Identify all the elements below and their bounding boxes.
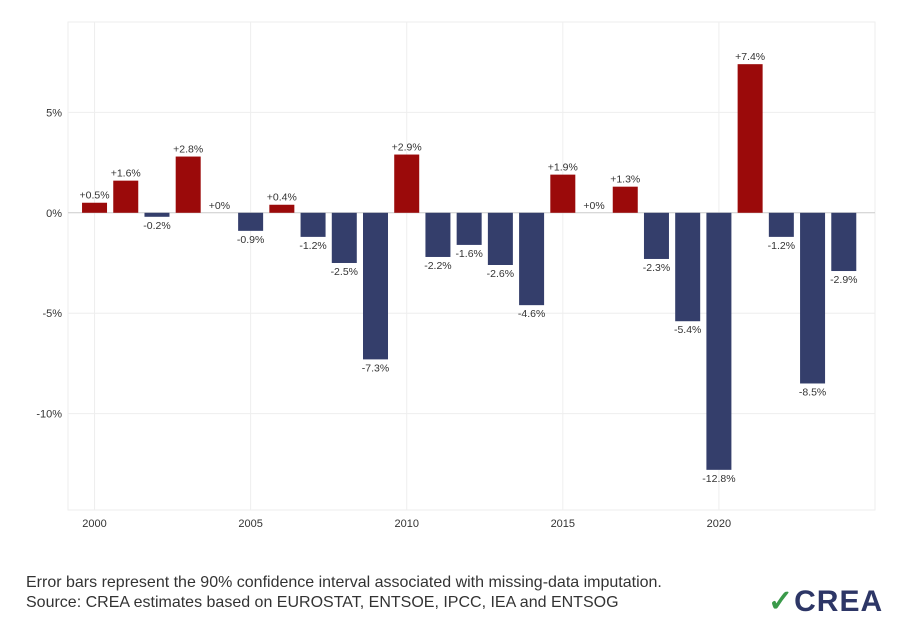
bar <box>737 64 763 213</box>
bar <box>238 212 264 231</box>
y-tick-label: -10% <box>36 409 62 421</box>
bar <box>269 204 295 213</box>
data-label: +1.3% <box>610 174 640 186</box>
data-label: +2.9% <box>392 142 422 154</box>
bar <box>425 212 451 257</box>
data-label: -12.8% <box>702 473 735 485</box>
bar <box>175 156 201 213</box>
bar <box>706 212 732 470</box>
bar <box>768 212 794 237</box>
data-label: -2.3% <box>643 262 670 274</box>
x-tick-label: 2000 <box>82 518 106 530</box>
bar <box>331 212 357 263</box>
data-label: -4.6% <box>518 308 545 320</box>
bar <box>113 180 139 213</box>
x-tick-label: 2015 <box>551 518 575 530</box>
data-label: +0.4% <box>267 192 297 204</box>
data-label: +0% <box>583 200 604 212</box>
bar <box>675 212 701 322</box>
bar <box>550 174 576 213</box>
bar <box>394 154 420 213</box>
y-tick-label: -5% <box>42 308 62 320</box>
bar <box>831 212 857 272</box>
data-label: -1.2% <box>768 240 795 252</box>
x-tick-label: 2010 <box>394 518 418 530</box>
data-label: -2.2% <box>424 260 451 272</box>
bar <box>612 186 638 213</box>
data-label: -8.5% <box>799 386 826 398</box>
data-label: -7.3% <box>362 362 389 374</box>
bar <box>363 212 389 360</box>
y-tick-label: 0% <box>46 208 62 220</box>
plot-area <box>67 21 876 511</box>
bar <box>487 212 513 265</box>
data-label: +1.6% <box>111 168 141 180</box>
bar <box>643 212 669 259</box>
crea-logo: ✓CREA <box>768 585 884 618</box>
x-tick-label: 2020 <box>707 518 731 530</box>
bar <box>800 212 826 384</box>
bar <box>82 202 108 213</box>
data-label: -2.6% <box>487 268 514 280</box>
data-label: -0.2% <box>143 220 170 232</box>
bar <box>144 212 170 217</box>
data-label: +7.4% <box>735 51 765 63</box>
data-label: +0.5% <box>79 190 109 202</box>
data-label: +2.8% <box>173 144 203 156</box>
data-label: -1.2% <box>299 240 326 252</box>
y-tick-label: 5% <box>46 107 62 119</box>
x-tick-label: 2005 <box>238 518 262 530</box>
data-label: +1.9% <box>548 162 578 174</box>
data-label: -5.4% <box>674 324 701 336</box>
data-label: -2.9% <box>830 274 857 286</box>
error-bars-note: Error bars represent the 90% confidence … <box>26 574 662 591</box>
data-label: -0.9% <box>237 234 264 246</box>
data-label: -1.6% <box>455 248 482 260</box>
data-label: +0% <box>209 200 230 212</box>
data-label: -2.5% <box>331 266 358 278</box>
bar <box>456 212 482 245</box>
source-note: Source: CREA estimates based on EUROSTAT… <box>26 594 619 611</box>
bar-chart: 2000 2005 2010 2015 2020 5% 0% -5% -10% +0.5%+1.6… <box>36 21 876 530</box>
bar <box>300 212 326 237</box>
bar <box>519 212 545 306</box>
